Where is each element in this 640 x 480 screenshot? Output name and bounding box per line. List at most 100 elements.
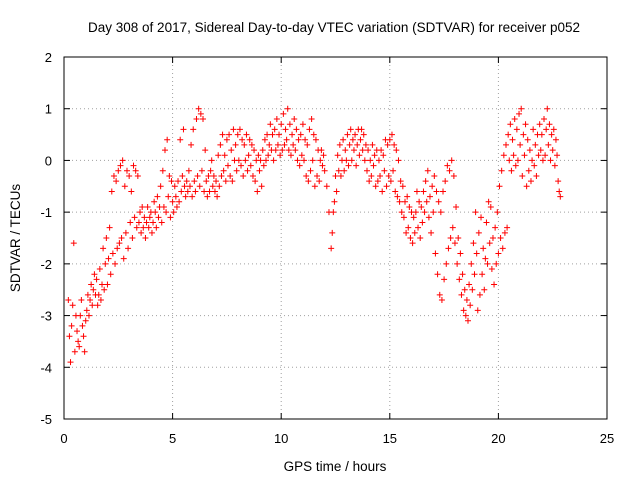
data-point [84, 291, 91, 298]
data-point [89, 302, 96, 309]
data-point [297, 131, 304, 138]
data-point [176, 198, 183, 205]
data-point [506, 157, 513, 164]
data-point [127, 219, 134, 226]
data-point [234, 131, 241, 138]
data-point [82, 317, 89, 324]
data-point [554, 152, 561, 159]
data-point [249, 172, 256, 179]
data-point [422, 178, 429, 185]
data-point [419, 219, 426, 226]
data-point [436, 291, 443, 298]
y-tick-label: -3 [40, 309, 52, 324]
data-point [448, 157, 455, 164]
data-point [287, 152, 294, 159]
data-point [195, 105, 202, 112]
data-point [152, 209, 159, 216]
data-point [518, 105, 525, 112]
data-point [388, 131, 395, 138]
data-point [385, 172, 392, 179]
data-point [416, 198, 423, 205]
data-point [493, 260, 500, 267]
data-point [458, 291, 465, 298]
data-point [421, 209, 428, 216]
data-point [277, 152, 284, 159]
data-point [529, 157, 536, 164]
data-point [218, 172, 225, 179]
data-point [449, 224, 456, 231]
data-point [451, 240, 458, 247]
data-point [272, 147, 279, 154]
data-point [537, 147, 544, 154]
data-point [261, 136, 268, 143]
data-point [235, 157, 242, 164]
data-point [185, 167, 192, 174]
data-point [394, 193, 401, 200]
data-point [247, 162, 254, 169]
data-point [334, 152, 341, 159]
data-point [404, 193, 411, 200]
data-point [142, 235, 149, 241]
data-point [285, 147, 292, 154]
data-point [66, 333, 73, 340]
data-point [311, 183, 318, 190]
data-point [486, 240, 493, 247]
x-tick-label: 5 [169, 431, 176, 446]
data-point [450, 172, 457, 179]
data-point [320, 152, 327, 159]
data-point [171, 183, 178, 190]
data-point [109, 250, 116, 257]
data-point [368, 172, 375, 179]
data-point [331, 198, 338, 205]
x-axis-label: GPS time / hours [284, 459, 387, 474]
data-point [453, 203, 460, 210]
data-point [293, 126, 300, 133]
data-point [363, 167, 370, 174]
data-point [305, 178, 312, 185]
data-point [476, 291, 483, 298]
data-point [151, 198, 158, 205]
data-point [196, 183, 203, 190]
data-point [392, 188, 399, 195]
data-point [336, 141, 343, 148]
data-point [145, 224, 152, 231]
data-point [254, 188, 261, 195]
data-point [358, 126, 365, 133]
y-tick-label: -2 [40, 257, 52, 272]
data-point [555, 178, 562, 185]
chart-title: Day 308 of 2017, Sidereal Day-to-day VTE… [88, 20, 580, 35]
data-point [258, 183, 265, 190]
data-point [360, 131, 367, 138]
data-point [487, 203, 494, 210]
data-point [399, 183, 406, 190]
x-tick-label: 25 [600, 431, 614, 446]
data-point [387, 178, 394, 185]
y-tick-label: 2 [45, 50, 52, 65]
data-point [248, 141, 255, 148]
data-point [140, 224, 147, 231]
y-tick-label: 1 [45, 102, 52, 117]
data-point [104, 281, 111, 288]
data-point [173, 203, 180, 210]
data-point [192, 188, 199, 195]
data-point [144, 203, 151, 210]
data-point [423, 198, 430, 205]
data-point [182, 193, 189, 200]
data-point [425, 214, 432, 221]
data-point [433, 188, 440, 195]
y-tick-label: 0 [45, 153, 52, 168]
data-point [94, 302, 101, 309]
data-point [323, 183, 330, 190]
data-point [396, 198, 403, 205]
data-point [484, 260, 491, 267]
data-point [442, 178, 449, 185]
data-point [546, 121, 553, 128]
data-point [161, 147, 168, 154]
data-point [252, 178, 259, 185]
data-point [101, 286, 108, 293]
data-point [468, 260, 475, 267]
data-point [446, 167, 453, 174]
data-point [100, 245, 107, 252]
data-point [410, 214, 417, 221]
data-point [481, 286, 488, 293]
